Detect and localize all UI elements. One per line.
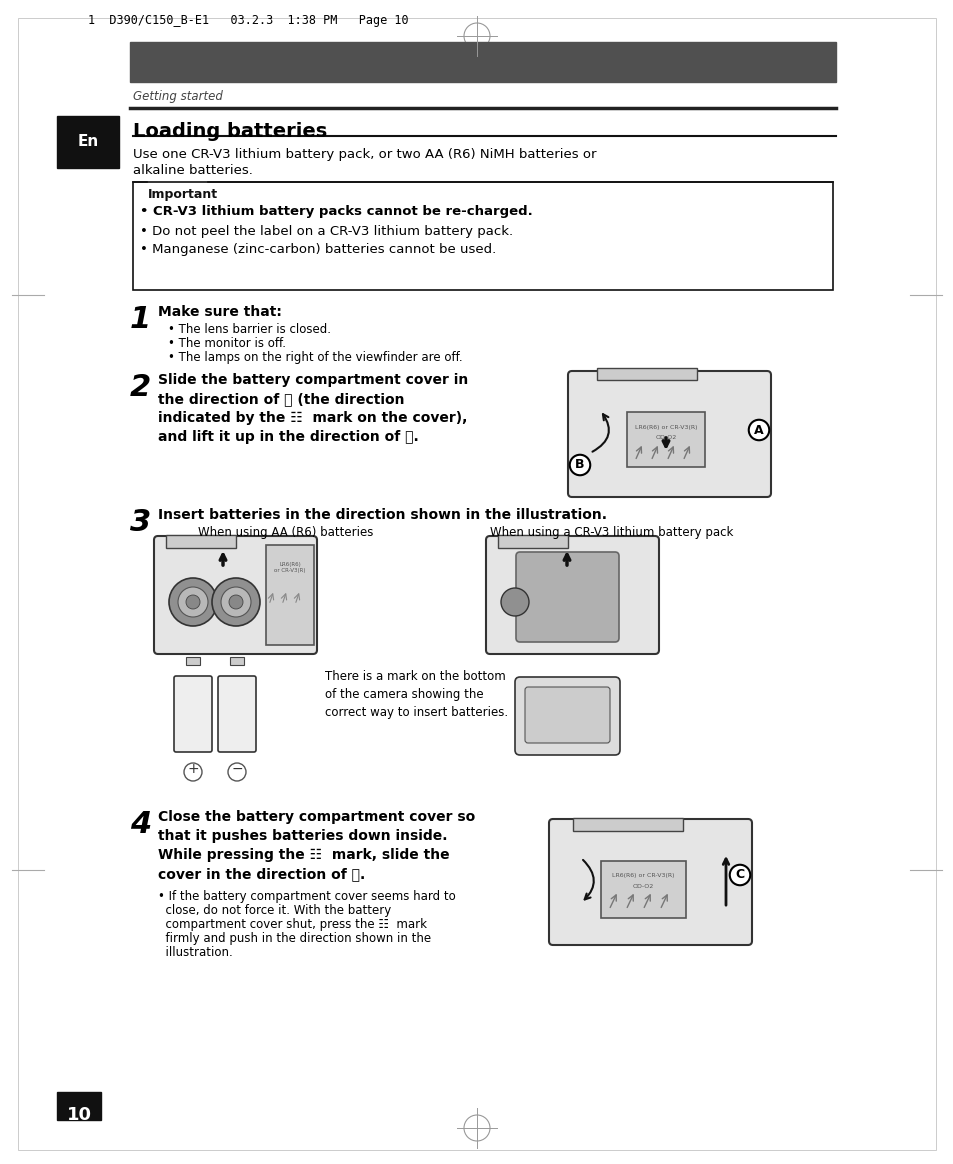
- Text: When using a CR-V3 lithium battery pack: When using a CR-V3 lithium battery pack: [490, 526, 733, 539]
- Text: C: C: [735, 868, 743, 881]
- Text: the direction of Ⓐ (the direction: the direction of Ⓐ (the direction: [158, 392, 404, 406]
- Text: Use one CR-V3 lithium battery pack, or two AA (R6) NiMH batteries or: Use one CR-V3 lithium battery pack, or t…: [132, 148, 596, 161]
- Bar: [626, 412, 704, 467]
- Bar: [497, 535, 567, 548]
- FancyBboxPatch shape: [218, 676, 255, 752]
- Circle shape: [212, 579, 260, 626]
- Text: Loading batteries: Loading batteries: [132, 122, 327, 141]
- Text: • CR-V3 lithium battery packs cannot be re-charged.: • CR-V3 lithium battery packs cannot be …: [140, 205, 532, 218]
- Text: 2: 2: [130, 372, 152, 402]
- Text: • If the battery compartment cover seems hard to: • If the battery compartment cover seems…: [158, 890, 456, 903]
- Text: −: −: [231, 762, 243, 776]
- Text: B: B: [575, 459, 584, 471]
- Text: Important: Important: [148, 189, 218, 201]
- FancyBboxPatch shape: [567, 371, 770, 497]
- Text: En: En: [77, 135, 98, 149]
- Text: • Manganese (zinc-carbon) batteries cannot be used.: • Manganese (zinc-carbon) batteries cann…: [140, 243, 496, 256]
- Text: 1: 1: [130, 305, 152, 334]
- Text: alkaline batteries.: alkaline batteries.: [132, 164, 253, 177]
- Bar: [573, 818, 682, 831]
- Bar: [230, 656, 244, 665]
- Text: There is a mark on the bottom
of the camera showing the
correct way to insert ba: There is a mark on the bottom of the cam…: [325, 670, 508, 719]
- Text: Close the battery compartment cover so: Close the battery compartment cover so: [158, 810, 475, 824]
- Bar: [130, 42, 835, 81]
- Bar: [166, 535, 235, 548]
- Text: LR6(R6) or CR-V3(R): LR6(R6) or CR-V3(R): [634, 425, 697, 430]
- Text: 1  D390/C150_B-E1   03.2.3  1:38 PM   Page 10: 1 D390/C150_B-E1 03.2.3 1:38 PM Page 10: [88, 14, 408, 27]
- Text: compartment cover shut, press the ☷  mark: compartment cover shut, press the ☷ mark: [158, 918, 427, 931]
- Text: A: A: [754, 424, 763, 436]
- Text: indicated by the ☷  mark on the cover),: indicated by the ☷ mark on the cover),: [158, 411, 467, 425]
- Circle shape: [221, 587, 251, 617]
- Text: +: +: [187, 762, 198, 776]
- Text: OD-O2: OD-O2: [632, 883, 653, 889]
- Text: Make sure that:: Make sure that:: [158, 305, 281, 319]
- Bar: [597, 368, 697, 379]
- Bar: [186, 656, 200, 665]
- Bar: [132, 182, 832, 290]
- Circle shape: [169, 579, 216, 626]
- FancyBboxPatch shape: [485, 535, 659, 654]
- Text: LR6(R6)
or CR-V3(R): LR6(R6) or CR-V3(R): [274, 562, 305, 573]
- Bar: [600, 861, 685, 918]
- Text: • The lamps on the right of the viewfinder are off.: • The lamps on the right of the viewfind…: [168, 352, 462, 364]
- FancyBboxPatch shape: [173, 676, 212, 752]
- Circle shape: [178, 587, 208, 617]
- Text: When using AA (R6) batteries: When using AA (R6) batteries: [198, 526, 373, 539]
- Text: • Do not peel the label on a CR-V3 lithium battery pack.: • Do not peel the label on a CR-V3 lithi…: [140, 225, 513, 237]
- Bar: [57, 116, 119, 168]
- Text: illustration.: illustration.: [158, 946, 233, 959]
- Circle shape: [229, 595, 243, 609]
- Circle shape: [186, 595, 200, 609]
- Text: 3: 3: [130, 508, 152, 537]
- Text: that it pushes batteries down inside.: that it pushes batteries down inside.: [158, 829, 447, 843]
- Text: While pressing the ☷  mark, slide the: While pressing the ☷ mark, slide the: [158, 849, 449, 863]
- FancyBboxPatch shape: [548, 819, 751, 945]
- FancyBboxPatch shape: [524, 687, 609, 743]
- FancyBboxPatch shape: [153, 535, 316, 654]
- Text: • The monitor is off.: • The monitor is off.: [168, 338, 286, 350]
- Text: close, do not force it. With the battery: close, do not force it. With the battery: [158, 904, 391, 917]
- Text: firmly and push in the direction shown in the: firmly and push in the direction shown i…: [158, 932, 431, 945]
- Text: and lift it up in the direction of Ⓑ.: and lift it up in the direction of Ⓑ.: [158, 430, 418, 443]
- Text: cover in the direction of Ⓒ.: cover in the direction of Ⓒ.: [158, 867, 365, 881]
- Text: Getting started: Getting started: [132, 90, 223, 102]
- Text: 4: 4: [130, 810, 152, 839]
- Bar: [266, 545, 314, 645]
- Text: OD-O2: OD-O2: [655, 435, 676, 440]
- Circle shape: [500, 588, 529, 616]
- FancyBboxPatch shape: [516, 552, 618, 643]
- FancyBboxPatch shape: [515, 677, 619, 755]
- Bar: [57, 1092, 101, 1120]
- Text: 10: 10: [67, 1106, 91, 1124]
- Text: • The lens barrier is closed.: • The lens barrier is closed.: [168, 322, 331, 336]
- Text: Insert batteries in the direction shown in the illustration.: Insert batteries in the direction shown …: [158, 508, 606, 521]
- Text: LR6(R6) or CR-V3(R): LR6(R6) or CR-V3(R): [611, 873, 674, 878]
- Text: Slide the battery compartment cover in: Slide the battery compartment cover in: [158, 372, 468, 386]
